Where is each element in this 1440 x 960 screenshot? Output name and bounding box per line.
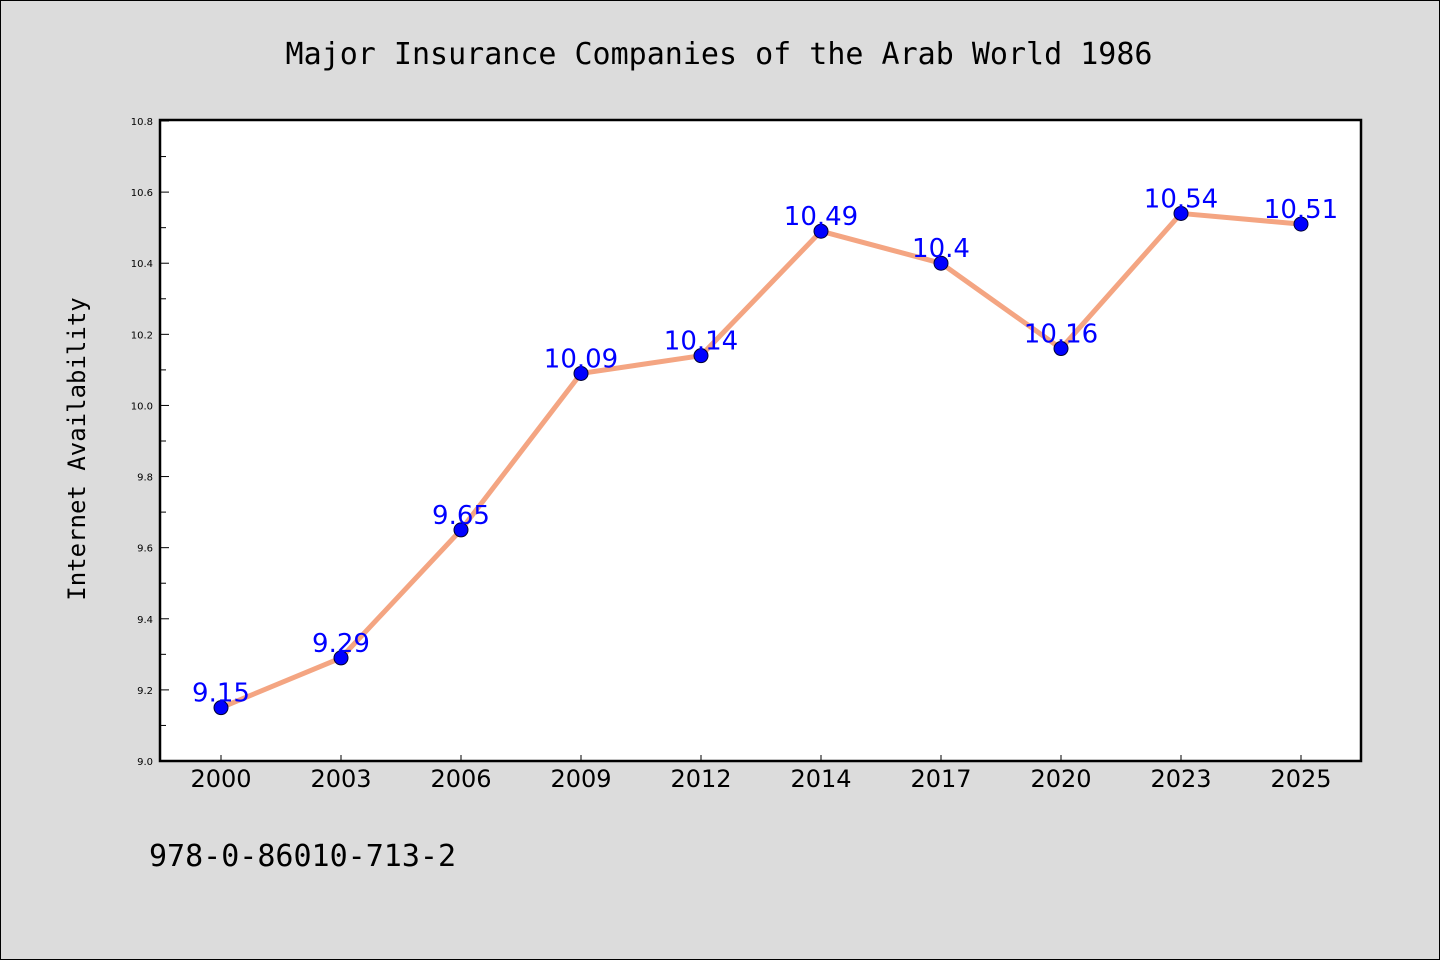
x-axis: 2000 2003 2006 2009 2012 2014 2017 2020 2023 2025 (190, 755, 1332, 793)
y-tick-label: 10.2 (131, 330, 153, 341)
x-tick-label: 2014 (790, 765, 851, 793)
plot-area (158, 118, 1363, 763)
data-label: 10.09 (544, 344, 618, 374)
y-tick-label: 9.6 (137, 544, 153, 555)
data-point (813, 223, 829, 239)
data-markers (213, 205, 1309, 716)
y-axis-label: Internet Availability (63, 297, 91, 600)
data-point (1293, 216, 1309, 232)
y-tick-label: 9.2 (137, 686, 153, 697)
data-label: 10.49 (784, 202, 858, 232)
y-tick-label: 10.4 (131, 259, 153, 270)
x-tick-label: 2006 (430, 765, 491, 793)
data-point (933, 255, 949, 271)
x-tick-label: 2003 (310, 765, 371, 793)
data-point (1053, 341, 1069, 357)
data-labels: 9.15 9.29 9.65 10.09 10.14 10.49 10.4 10.16 10.5… (192, 184, 1338, 708)
data-point (573, 365, 589, 381)
series-line (218, 210, 1304, 711)
x-tick-label: 2000 (190, 765, 251, 793)
x-tick-label: 2017 (910, 765, 971, 793)
y-axis: 9.0 9.2 9.4 9.6 9.8 10.0 10.2 10.4 10.6 10.8 (131, 117, 169, 768)
data-label: 10.16 (1024, 320, 1098, 350)
chart-title: Major Insurance Companies of the Arab Wo… (286, 37, 1153, 72)
data-label: 9.29 (312, 629, 370, 659)
x-tick-label: 2023 (1150, 765, 1211, 793)
data-label: 10.54 (1144, 184, 1218, 214)
data-point (693, 348, 709, 364)
x-tick-label: 2012 (670, 765, 731, 793)
data-point (213, 700, 229, 716)
data-label: 10.14 (664, 327, 738, 357)
y-tick-label: 9.4 (137, 615, 153, 626)
data-label: 9.65 (432, 501, 490, 531)
data-label: 10.4 (912, 234, 970, 264)
y-tick-label: 9.8 (137, 473, 153, 484)
y-tick-label: 9.0 (137, 757, 153, 768)
x-tick-label: 2025 (1270, 765, 1331, 793)
data-label: 9.15 (192, 679, 250, 709)
data-label: 10.51 (1264, 195, 1338, 225)
y-tick-label: 10.0 (131, 401, 153, 412)
x-tick-label: 2020 (1030, 765, 1091, 793)
x-tick-label: 2009 (550, 765, 611, 793)
isbn-annotation: 978-0-86010-713-2 (149, 839, 456, 874)
data-point (453, 522, 469, 538)
data-point (1173, 205, 1189, 221)
data-point (333, 650, 349, 666)
y-tick-label: 10.8 (131, 117, 153, 128)
y-tick-label: 10.6 (131, 188, 153, 199)
